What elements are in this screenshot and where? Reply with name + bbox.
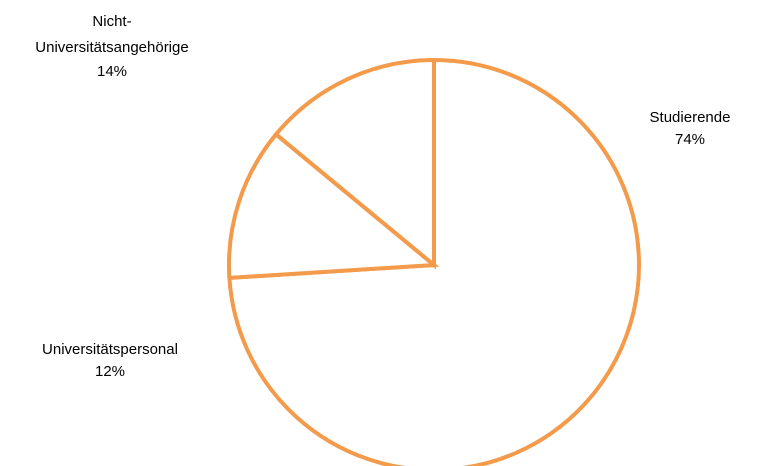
slice-name-universitaetspersonal: Universitätspersonal: [42, 341, 178, 358]
slice-name-nicht-line1: Nicht-: [92, 13, 131, 30]
pie-slice-universitaetspersonal: [226, 131, 440, 280]
slice-percent-universitaetspersonal: 12%: [95, 363, 125, 380]
slice-label-studierende: Studierende 74%: [650, 109, 731, 148]
slice-label-nicht-universitaetsangehoerige: Nicht- Universitätsangehörige 14%: [35, 13, 188, 80]
pie-slice-nicht-universitaetsangehoerige: [273, 57, 436, 270]
pie-slices: [226, 57, 641, 466]
slice-label-universitaetspersonal: Universitätspersonal 12%: [42, 341, 178, 380]
slice-name-nicht-line2: Universitätsangehörige: [35, 39, 188, 56]
slice-name-studierende: Studierende: [650, 109, 731, 126]
slice-percent-nicht-universitaetsangehoerige: 14%: [97, 63, 127, 80]
slice-percent-studierende: 74%: [675, 131, 705, 148]
